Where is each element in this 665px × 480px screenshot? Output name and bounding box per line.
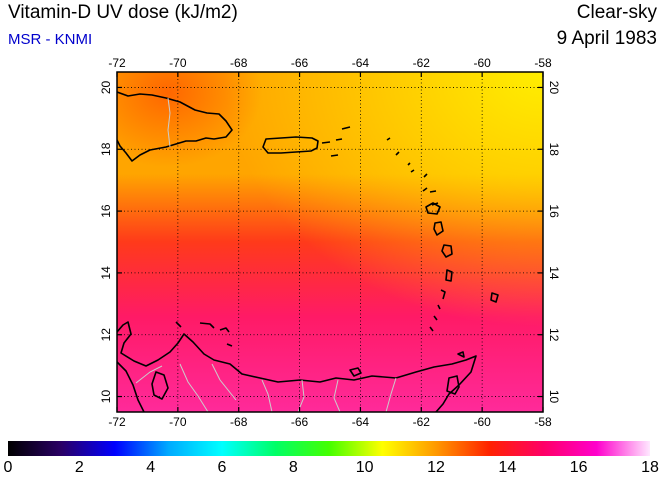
martinique — [441, 244, 453, 258]
st-lucia — [445, 269, 453, 282]
dose-spot-hispaniola — [117, 72, 543, 412]
longitude-tick-label: -62 — [413, 415, 431, 429]
colorbar-tick-label: 14 — [498, 459, 517, 476]
latitude-tick-label: 10 — [547, 390, 561, 404]
latitude-tick-label: 20 — [99, 80, 113, 94]
latitude-tick-label: 14 — [99, 266, 113, 280]
colorbar-tick-label: 12 — [427, 459, 445, 476]
longitude-tick-label: -62 — [413, 56, 431, 70]
colombia-peninsula — [117, 361, 145, 412]
latitude-labels-left: 10 12 14 16 18 20 — [99, 80, 113, 403]
data-source-label: MSR - KNMI — [8, 31, 93, 48]
longitude-tick-label: -64 — [352, 56, 370, 70]
longitude-tick-label: -70 — [169, 415, 187, 429]
longitude-tick-label: -60 — [473, 415, 491, 429]
colorbar-tick-label: 8 — [288, 459, 298, 476]
latitude-tick-label: 12 — [547, 328, 561, 342]
longitude-labels-bottom: -72 -70 -68 -66 -64 -62 -60 -58 — [108, 415, 552, 429]
tobago — [457, 351, 465, 358]
longitude-tick-label: -68 — [230, 56, 248, 70]
country-borders — [135, 97, 397, 412]
longitude-tick-label: -58 — [534, 56, 552, 70]
latitude-tick-label: 18 — [99, 142, 113, 156]
colorbar — [8, 441, 650, 456]
st-vincent-grenadines — [429, 289, 446, 332]
latitude-tick-label: 10 — [99, 390, 113, 404]
lesser-antilles-north — [386, 137, 439, 206]
colorbar-tick-label: 0 — [3, 459, 13, 476]
barbados — [490, 292, 499, 303]
sky-condition-label: Clear-sky — [576, 2, 657, 23]
longitude-tick-label: -68 — [230, 415, 248, 429]
guadeloupe — [425, 202, 441, 215]
latitude-tick-label: 20 — [547, 81, 561, 95]
trinidad — [446, 375, 460, 395]
latitude-tick-label: 16 — [99, 204, 113, 218]
longitude-tick-label: -70 — [169, 56, 187, 70]
longitude-tick-label: -66 — [291, 415, 309, 429]
date-label: 9 April 1983 — [556, 28, 657, 49]
colorbar-tick-label: 4 — [146, 459, 156, 476]
longitude-tick-label: -72 — [108, 56, 126, 70]
colorbar-tick-label: 16 — [569, 459, 588, 476]
latitude-labels-right: 10 12 14 16 18 20 — [547, 81, 561, 404]
venezuela-colombia-coast — [117, 321, 477, 412]
latitude-tick-label: 14 — [547, 266, 561, 280]
map-frame — [116, 71, 544, 413]
puerto-rico-coast — [262, 136, 319, 154]
curacao-aruba-bonaire — [175, 321, 233, 347]
hispaniola-coast — [117, 91, 233, 162]
coastlines — [117, 91, 499, 412]
dominica — [433, 221, 444, 236]
longitude-tick-label: -60 — [473, 56, 491, 70]
longitude-tick-label: -66 — [291, 56, 309, 70]
colorbar-tick-label: 10 — [355, 459, 374, 476]
longitude-tick-label: -58 — [534, 415, 552, 429]
gridlines — [117, 72, 543, 412]
margarita-island — [349, 367, 362, 377]
colorbar-tick-label: 6 — [217, 459, 227, 476]
latitude-tick-label: 12 — [99, 328, 113, 342]
latitude-tick-label: 16 — [547, 204, 561, 218]
colorbar-tick-label: 18 — [641, 459, 659, 476]
longitude-tick-label: -72 — [108, 415, 126, 429]
colorbar-tick-label: 2 — [74, 459, 84, 476]
haiti-dr-border — [167, 97, 171, 148]
longitude-tick-label: -64 — [352, 415, 370, 429]
virgin-islands — [321, 126, 351, 157]
frame-ticks — [116, 72, 544, 412]
lake-maracaibo — [151, 371, 169, 400]
venezuela-state-borders — [135, 363, 397, 412]
latitude-tick-label: 18 — [547, 143, 561, 157]
map-title: Vitamin-D UV dose (kJ/m2) — [8, 2, 238, 23]
longitude-labels-top: -72 -70 -68 -66 -64 -62 -60 -58 — [108, 56, 552, 70]
dose-field — [117, 72, 543, 412]
